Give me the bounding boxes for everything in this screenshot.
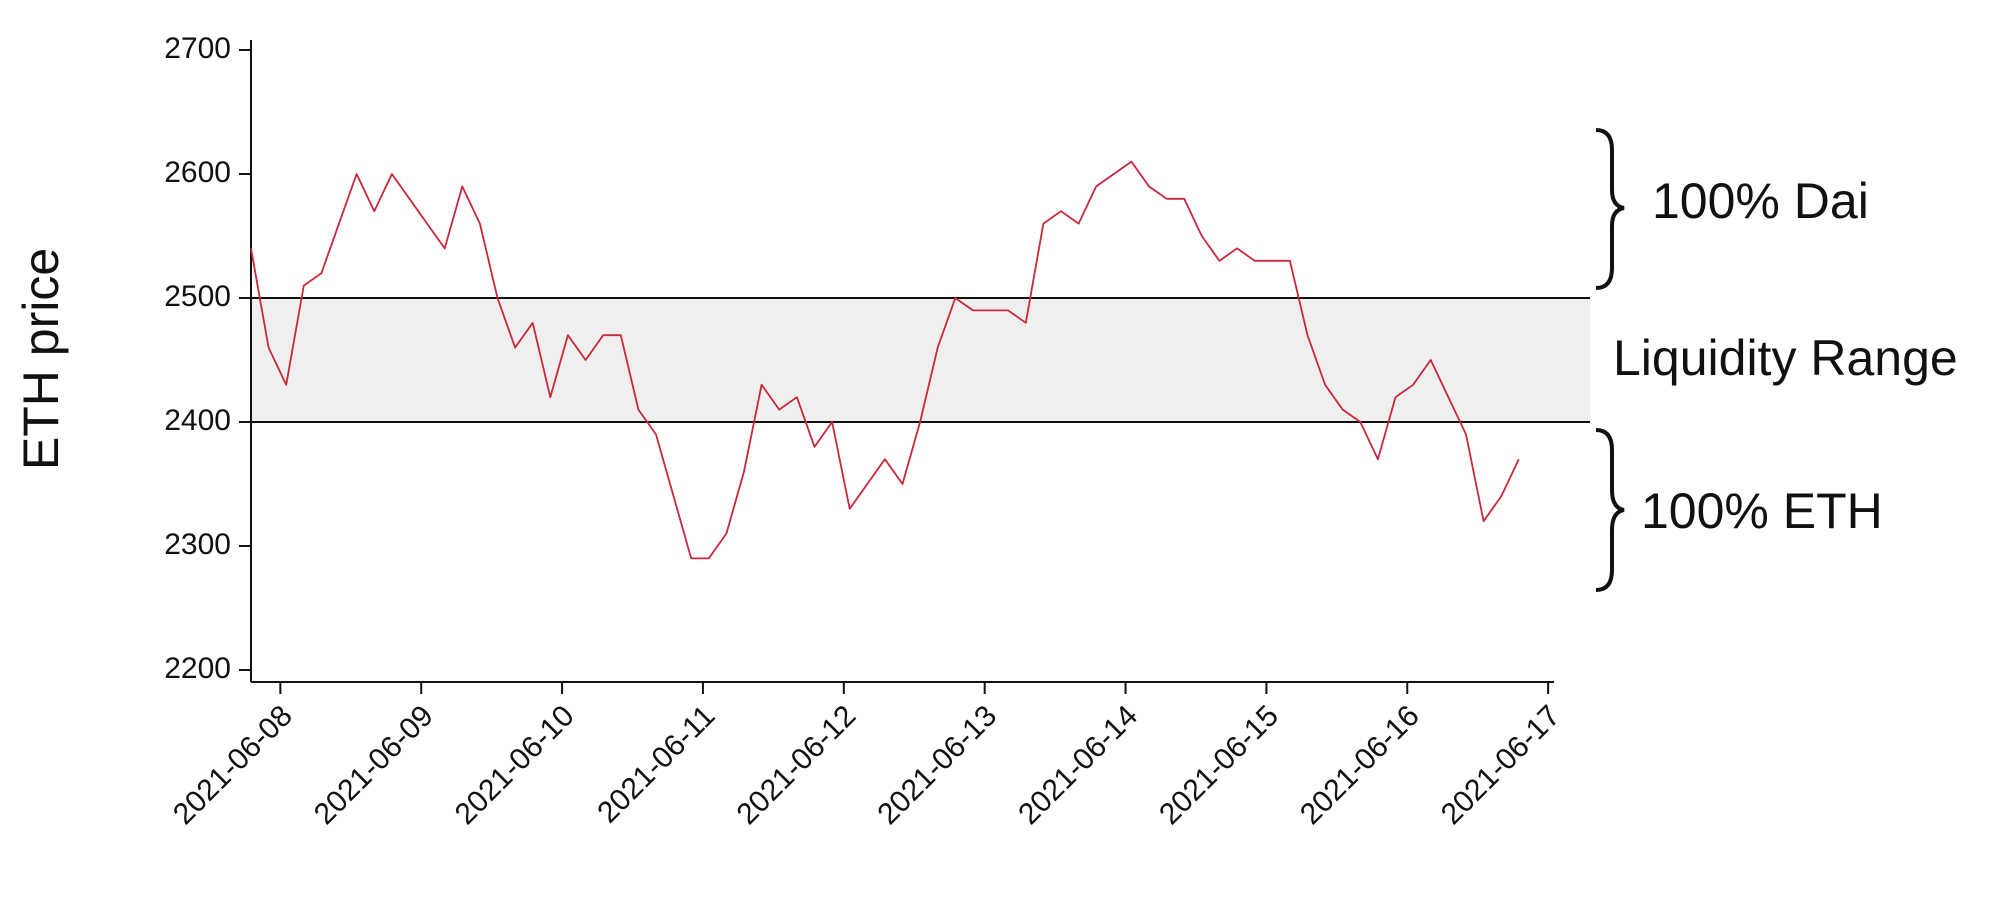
- upper-brace: [1595, 128, 1625, 290]
- liquidity-band: [251, 298, 1590, 422]
- y-axis-label: ETH price: [13, 248, 69, 470]
- x-tick-label: 2021-06-16: [1294, 699, 1426, 831]
- y-tick-label: 2300: [164, 528, 231, 561]
- y-tick-label: 2500: [164, 280, 231, 313]
- y-tick-label: 2700: [164, 32, 231, 65]
- lower-brace: [1595, 428, 1625, 592]
- y-tick-label: 2600: [164, 156, 231, 189]
- x-tick-label: 2021-06-08: [167, 699, 299, 831]
- x-tick-label: 2021-06-11: [591, 699, 721, 829]
- y-tick-label: 2400: [164, 404, 231, 437]
- x-tick-label: 2021-06-10: [449, 699, 581, 831]
- price-line: [250, 160, 1520, 560]
- x-tick-label: 2021-06-12: [731, 699, 863, 831]
- x-tick-label: 2021-06-15: [1153, 699, 1285, 831]
- upper-annotation: 100% Dai: [1652, 173, 1869, 229]
- x-tick-label: 2021-06-09: [308, 699, 440, 831]
- x-tick-label: 2021-06-14: [1012, 699, 1144, 831]
- x-tick-label: 2021-06-13: [871, 699, 1003, 831]
- range-annotation: Liquidity Range: [1613, 330, 1958, 386]
- x-tick-label: 2021-06-17: [1435, 699, 1567, 831]
- y-tick-label: 2200: [164, 652, 231, 685]
- lower-annotation: 100% ETH: [1641, 483, 1883, 539]
